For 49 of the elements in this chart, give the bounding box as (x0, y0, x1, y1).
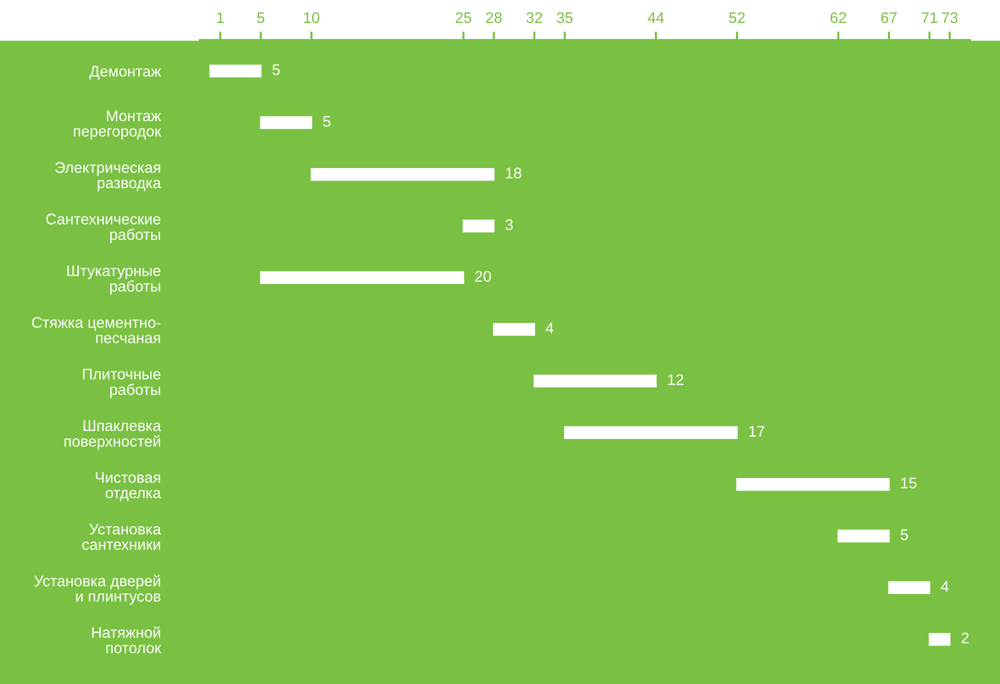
bar (736, 478, 890, 491)
data-label: 5 (323, 116, 330, 127)
bar (928, 632, 950, 646)
y-tick-label: Сантехнические работы (46, 214, 160, 244)
data-label: 3 (506, 219, 513, 230)
bar (209, 64, 262, 78)
data-label: 5 (272, 64, 280, 76)
y-tick-label: Установка дверей и плинтусов (34, 574, 160, 605)
bar (493, 322, 536, 336)
x-tick-label: 32 (526, 12, 542, 24)
y-tick-label: Штукатурные работы (67, 266, 160, 295)
bar (564, 426, 738, 440)
y-tick-label: Демонтаж (89, 66, 162, 80)
data-label: 4 (940, 581, 949, 592)
y-tick-label: Натяжной потолок (92, 626, 162, 654)
data-label: 5 (900, 529, 908, 540)
data-label: 17 (749, 426, 764, 437)
bar (260, 116, 312, 130)
data-label: 18 (506, 168, 522, 178)
bar (310, 168, 495, 181)
y-tick-label: Шпаклевка поверхностей (64, 420, 162, 450)
bar (888, 581, 930, 594)
y-tick-label: Монтаж перегородок (74, 110, 162, 140)
bar (462, 220, 495, 232)
data-label: 2 (962, 632, 969, 644)
x-tick-label: 71 (922, 12, 938, 23)
y-tick-label: Плиточные работы (83, 368, 160, 398)
x-tick-label: 25 (456, 12, 472, 24)
x-tick-label: 44 (648, 12, 664, 23)
y-tick-label: Установка сантехники (82, 524, 162, 550)
x-tick-label: 10 (304, 12, 320, 24)
data-label: 20 (475, 270, 491, 282)
bar (534, 374, 657, 388)
data-label: 4 (546, 322, 554, 334)
x-tick-label: 5 (257, 12, 264, 24)
data-label: 12 (668, 374, 684, 385)
x-tick-label: 1 (217, 12, 224, 23)
x-tick-label: 62 (830, 12, 846, 24)
bar (838, 530, 890, 542)
x-tick-label: 67 (881, 12, 897, 24)
x-tick-label: 28 (486, 12, 502, 24)
y-tick-label: Чистовая отделка (96, 472, 162, 502)
y-tick-label: Стяжка цементно- песчаная (32, 317, 160, 344)
data-label: 15 (901, 478, 916, 488)
x-tick-label: 73 (942, 12, 958, 24)
bar (260, 271, 464, 284)
y-tick-label: Электрическая разводка (55, 162, 162, 192)
x-tick-label: 35 (556, 12, 573, 24)
x-tick-label: 52 (729, 12, 745, 24)
